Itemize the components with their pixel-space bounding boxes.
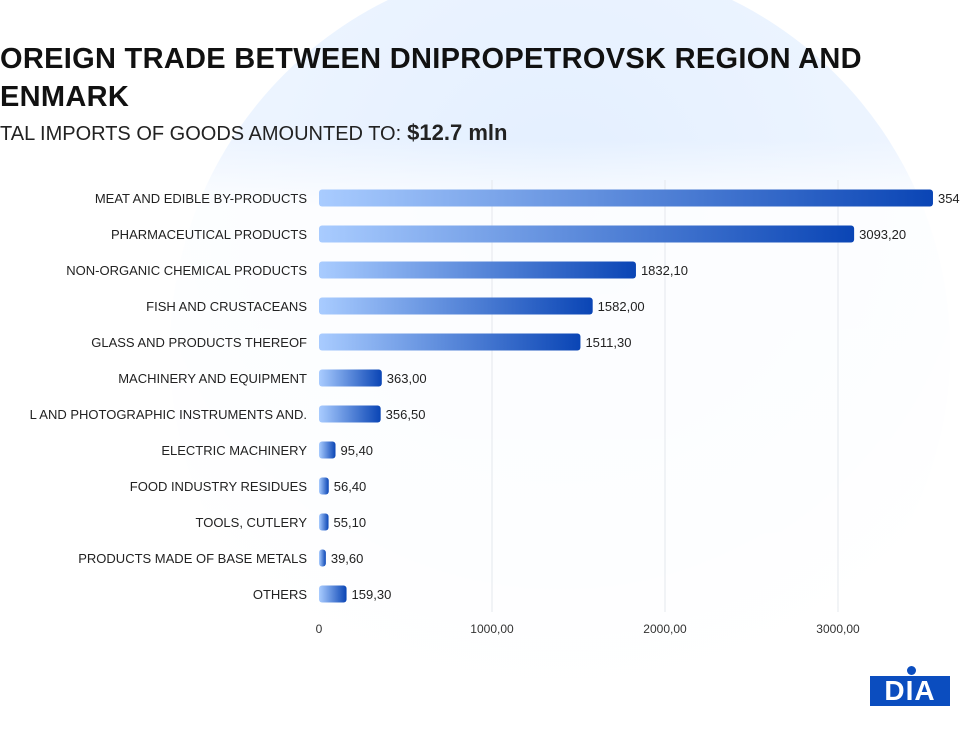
value-label: 55,10 bbox=[334, 515, 367, 530]
value-label: 356,50 bbox=[386, 407, 426, 422]
value-label: 3093,20 bbox=[859, 227, 906, 242]
category-label: NON-ORGANIC CHEMICAL PRODUCTS bbox=[66, 263, 307, 278]
value-label: 363,00 bbox=[387, 371, 427, 386]
bar bbox=[319, 261, 636, 279]
total-value: $12.7 mln bbox=[407, 120, 508, 145]
dia-logo: DIA bbox=[870, 676, 950, 706]
value-label: 1832,10 bbox=[641, 263, 688, 278]
value-label: 95,40 bbox=[341, 443, 374, 458]
x-tick-label: 0 bbox=[316, 622, 323, 636]
category-label: PRODUCTS MADE OF BASE METALS bbox=[78, 551, 307, 566]
value-label: 39,60 bbox=[331, 551, 364, 566]
subtitle-text: TAL IMPORTS OF GOODS AMOUNTED TO: bbox=[0, 123, 402, 145]
category-label: GLASS AND PRODUCTS THEREOF bbox=[91, 335, 307, 350]
bar bbox=[319, 369, 382, 387]
x-tick-label: 3000,00 bbox=[816, 622, 860, 636]
category-label: FISH AND CRUSTACEANS bbox=[146, 299, 307, 314]
category-label: L AND PHOTOGRAPHIC INSTRUMENTS AND. bbox=[30, 407, 307, 422]
category-label: FOOD INDUSTRY RESIDUES bbox=[130, 479, 308, 494]
bar bbox=[319, 549, 326, 567]
bar bbox=[319, 189, 933, 207]
x-tick-label: 1000,00 bbox=[470, 622, 514, 636]
page-title: OREIGN TRADE BETWEEN DNIPROPETROVSK REGI… bbox=[0, 40, 862, 116]
bar bbox=[319, 513, 329, 531]
bar bbox=[319, 441, 336, 459]
value-label: 56,40 bbox=[334, 479, 367, 494]
title-line-2: ENMARK bbox=[0, 81, 130, 113]
bar bbox=[319, 225, 855, 243]
title-line-1: OREIGN TRADE BETWEEN DNIPROPETROVSK REGI… bbox=[0, 43, 862, 75]
x-tick-label: 2000,00 bbox=[643, 622, 687, 636]
category-label: MEAT AND EDIBLE BY-PRODUCTS bbox=[95, 191, 307, 206]
category-label: OTHERS bbox=[253, 587, 308, 602]
bar bbox=[319, 333, 581, 351]
subtitle: TAL IMPORTS OF GOODS AMOUNTED TO: $12.7 m… bbox=[0, 120, 507, 146]
category-label: TOOLS, CUTLERY bbox=[196, 515, 308, 530]
bar bbox=[319, 585, 347, 603]
bar-chart: 0 1000,00 2000,00 3000,00 MEAT AND EDIBLE BY… bbox=[30, 180, 960, 636]
category-label: MACHINERY AND EQUIPMENT bbox=[118, 371, 307, 386]
bar bbox=[319, 405, 381, 423]
value-label: 1582,00 bbox=[598, 299, 645, 314]
logo-dot bbox=[907, 666, 916, 675]
value-label: 159,30 bbox=[352, 587, 392, 602]
bar bbox=[319, 477, 329, 495]
category-label: ELECTRIC MACHINERY bbox=[161, 443, 307, 458]
bar bbox=[319, 297, 593, 315]
value-label: 354 bbox=[938, 191, 960, 206]
value-label: 1511,30 bbox=[585, 335, 631, 350]
category-label: PHARMACEUTICAL PRODUCTS bbox=[111, 227, 307, 242]
